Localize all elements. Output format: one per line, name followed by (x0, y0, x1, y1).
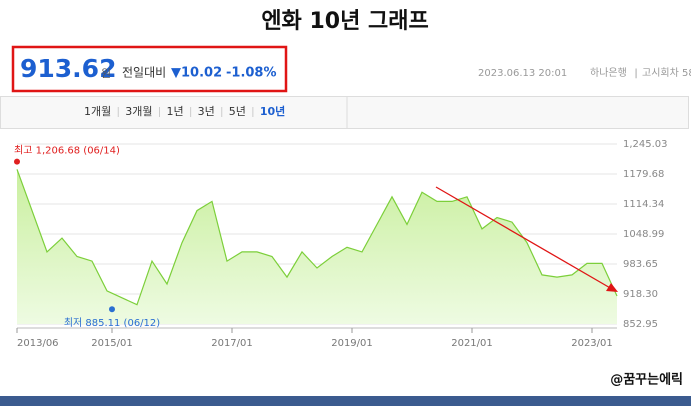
plot: 1,245.03 1179.68 1114.34 1048.99 983.65 918.3… (14, 139, 668, 349)
tab[interactable]: 5년 (229, 105, 246, 118)
extreme-dot (14, 158, 20, 165)
y-tick-label: 1048.99 (623, 229, 664, 240)
x-tick-label: 2015/01 (91, 338, 133, 349)
divider: | (634, 68, 637, 79)
x-tick-label: 2023/01 (571, 338, 613, 349)
change-pct: -1.08% (226, 66, 277, 81)
watermark: @꿈꾸는에릭 (610, 372, 683, 388)
annotation: 최저 885.11 (06/12) (64, 317, 160, 329)
area (17, 169, 617, 324)
x-tick-label: 2021/01 (451, 338, 493, 349)
tabs: 1개월 3개월 1년 3년 5년 10년 (84, 104, 285, 118)
y-tick-label: 1114.34 (623, 199, 664, 210)
highlight-box (11, 45, 288, 93)
tab[interactable]: 1년 (167, 105, 184, 118)
x-tick-label: 2013/06 (17, 338, 59, 349)
bank: 하나은행 (590, 66, 627, 79)
round: 고시회차 589회 (642, 67, 691, 79)
y-tick-label: 852.95 (623, 319, 658, 330)
tab[interactable]: 1개월 (84, 105, 111, 118)
y-tick-label: 983.65 (623, 259, 658, 270)
trend-arrow (435, 186, 613, 290)
tab[interactable]: 10년 (260, 104, 285, 118)
extreme-dot (109, 306, 115, 313)
unit: 원 (101, 67, 111, 80)
tab[interactable]: 3개월 (125, 105, 152, 118)
y-tick-label: 1179.68 (623, 169, 664, 180)
x-tick-label: 2019/01 (331, 338, 373, 349)
x-tick-label: 2017/01 (211, 338, 253, 349)
footer-band (0, 396, 691, 406)
arrow-head (606, 283, 618, 292)
line (16, 169, 618, 306)
y-tick-label: 1,245.03 (623, 139, 668, 150)
tab-bar (0, 96, 689, 129)
change-label: 전일대비 (122, 66, 166, 80)
change: ▼10.02 (171, 66, 222, 81)
price: 913.62 (20, 54, 116, 83)
tab[interactable]: 3년 (198, 105, 215, 118)
annotation: 최고 1,206.68 (06/14) (14, 145, 120, 157)
y-tick-label: 918.30 (623, 289, 658, 300)
page-title: 엔화 10년 그래프 (261, 9, 428, 34)
date: 2023.06.13 20:01 (478, 68, 567, 79)
